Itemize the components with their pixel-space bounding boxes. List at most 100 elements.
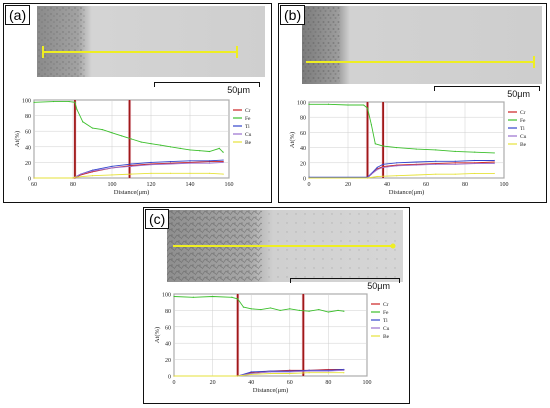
data-point-cu xyxy=(454,163,456,165)
data-point-fe xyxy=(374,143,376,145)
data-point-ti xyxy=(222,159,224,161)
data-point-fe xyxy=(68,100,70,103)
data-point-ti xyxy=(343,368,345,371)
x-axis-label: Distance(μm) xyxy=(389,189,425,196)
scale-bar-label-c: 50μm xyxy=(367,281,390,291)
y-tick-label: 0 xyxy=(303,177,306,183)
data-point-fe xyxy=(298,309,301,311)
data-point-fe xyxy=(33,101,35,103)
data-point-cu xyxy=(327,370,329,372)
scale-bar-a: 50μm xyxy=(154,82,260,98)
data-point-ti xyxy=(396,162,398,164)
data-point-ti xyxy=(189,160,191,162)
data-point-fe xyxy=(493,152,495,154)
data-point-ti xyxy=(376,166,378,168)
data-point-fe xyxy=(208,150,211,153)
scale-bar-label-a: 50μm xyxy=(227,85,250,95)
data-point-fe xyxy=(435,149,437,151)
data-point-fe xyxy=(327,103,330,105)
legend-label: Cu xyxy=(520,134,527,140)
data-point-be xyxy=(222,173,224,175)
x-tick-label: 80 xyxy=(462,182,468,188)
y-axis-label: At(%) xyxy=(154,327,161,343)
data-point-fe xyxy=(308,310,310,312)
scale-bar-b: 50μm xyxy=(434,86,540,102)
data-point-fe xyxy=(474,151,476,153)
y-tick-label: 80 xyxy=(25,114,31,120)
data-point-be xyxy=(308,177,310,179)
x-tick-label: 0 xyxy=(308,182,311,188)
data-point-cu xyxy=(189,162,191,164)
x-tick-label: 60 xyxy=(423,182,429,188)
y-tick-label: 60 xyxy=(165,325,171,331)
data-point-be xyxy=(74,176,76,178)
data-point-be xyxy=(91,175,94,177)
data-point-cu xyxy=(308,370,310,372)
x-tick-label: 40 xyxy=(384,182,390,188)
micrograph-c xyxy=(167,210,403,282)
data-point-fe xyxy=(222,151,224,153)
data-point-be xyxy=(237,375,239,377)
x-tick-label: 100 xyxy=(500,182,509,188)
data-point-cu xyxy=(222,161,224,163)
data-point-be xyxy=(33,177,35,179)
panel-c: (c) 50μm 0 20 40 60 80 100 0 20 40 60 80 100 Distanc… xyxy=(143,207,410,404)
data-point-fe xyxy=(269,307,272,309)
legend-label: Ti xyxy=(245,124,250,130)
data-point-cu xyxy=(91,170,94,172)
data-point-cu xyxy=(208,162,211,164)
series-fe xyxy=(309,103,495,154)
legend-label: Cr xyxy=(383,302,389,308)
series-be xyxy=(174,372,344,377)
panel-b: (b) 50μm 0 20 40 60 80 100 0 20 40 60 80 100 Distanc… xyxy=(278,3,547,203)
data-point-be xyxy=(189,172,191,174)
composition-chart-a: 0 20 40 60 80 100 60 80 100 120 140 160 Distance(μm)… xyxy=(14,99,252,197)
data-point-fe xyxy=(308,103,310,105)
data-point-be xyxy=(396,175,398,177)
data-point-fe xyxy=(130,138,133,140)
y-tick-label: 0 xyxy=(168,375,171,381)
data-point-cu xyxy=(130,165,133,167)
y-tick-label: 100 xyxy=(297,101,306,107)
y-tick-label: 60 xyxy=(25,130,31,136)
panel-a: (a) 50μm 0 20 40 60 80 100 60 80 100 120 140 160 Dis… xyxy=(3,3,272,203)
x-tick-label: 20 xyxy=(345,182,351,188)
data-point-be xyxy=(366,177,369,179)
data-point-fe xyxy=(74,101,76,103)
data-point-cu xyxy=(493,162,495,165)
y-tick-label: 20 xyxy=(165,358,171,364)
y-tick-label: 40 xyxy=(300,146,306,152)
legend-label: Ti xyxy=(383,318,388,324)
plot-area xyxy=(308,101,505,179)
data-point-fe xyxy=(199,150,201,152)
data-point-cr xyxy=(289,369,291,371)
x-tick-label: 100 xyxy=(363,380,372,386)
data-point-ti xyxy=(150,161,152,163)
x-tick-label: 60 xyxy=(287,380,293,386)
x-tick-label: 40 xyxy=(248,380,254,386)
data-point-ti xyxy=(208,160,211,162)
y-axis-label: At(%) xyxy=(289,132,296,148)
x-tick-label: 80 xyxy=(325,380,331,386)
data-point-cu xyxy=(474,162,476,165)
data-point-ti xyxy=(454,160,456,162)
data-point-be xyxy=(454,173,456,175)
data-point-be xyxy=(327,372,329,374)
data-point-ti xyxy=(382,163,384,165)
data-point-fe xyxy=(279,309,281,311)
micrograph-a-image xyxy=(37,6,265,77)
y-tick-label: 80 xyxy=(165,309,171,315)
data-point-be xyxy=(376,175,378,178)
x-tick-label: 140 xyxy=(186,182,195,188)
panel-label-c: (c) xyxy=(145,209,170,229)
data-point-fe xyxy=(366,107,369,109)
data-point-fe xyxy=(173,295,175,298)
data-point-be xyxy=(208,172,211,174)
data-point-ti xyxy=(130,163,133,165)
data-point-ti xyxy=(269,370,272,372)
y-tick-label: 100 xyxy=(162,293,171,299)
scale-bar-label-b: 50μm xyxy=(507,89,530,99)
data-point-fe xyxy=(231,296,233,298)
data-point-cr xyxy=(493,161,495,163)
data-point-cr xyxy=(454,162,456,164)
